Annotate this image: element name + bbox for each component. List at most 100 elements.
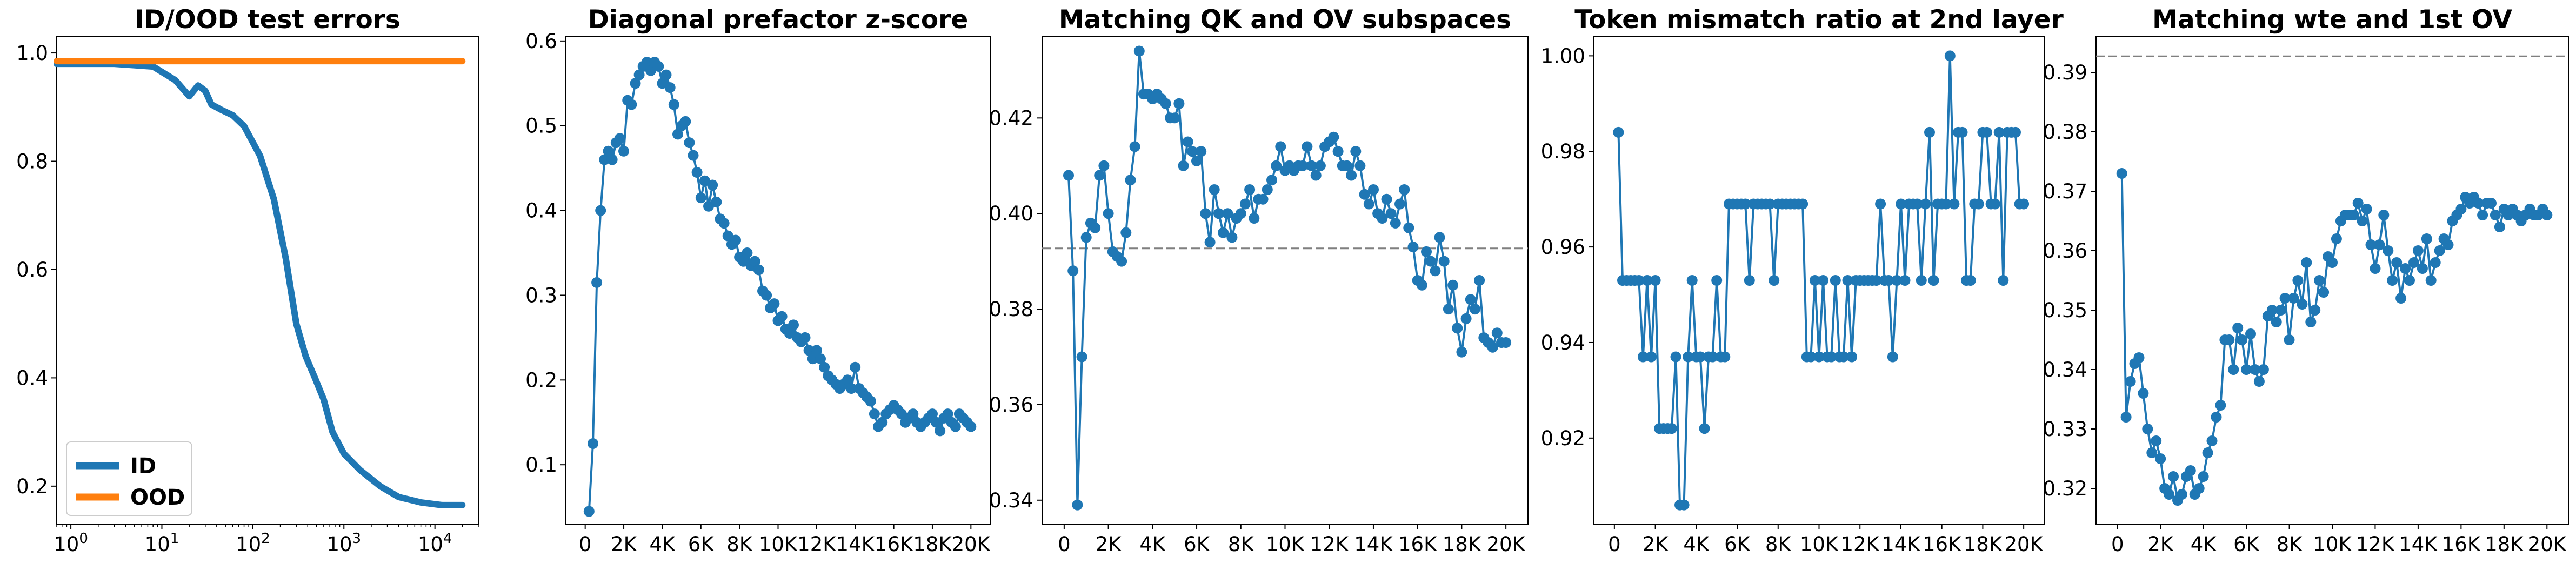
x-tick-label: 10K (1800, 533, 1839, 556)
data-point (595, 205, 606, 216)
data-point (1707, 351, 1718, 363)
data-point (1266, 175, 1277, 186)
data-point (707, 179, 718, 191)
data-point (815, 353, 826, 365)
series-line-id (54, 61, 466, 508)
x-tick-label: 18K (2485, 533, 2524, 556)
data-point (1080, 232, 1092, 243)
x-tick-label: 18K (1443, 533, 1482, 556)
data-point (1200, 208, 1211, 219)
data-point (1129, 141, 1140, 152)
data-point (1813, 351, 1825, 363)
data-point (1191, 155, 1202, 166)
data-point (1222, 208, 1233, 219)
data-point (761, 290, 772, 301)
data-point (691, 167, 703, 178)
data-point (1306, 160, 1317, 171)
data-point (2284, 334, 2295, 345)
data-point (799, 332, 811, 343)
data-point (2417, 263, 2428, 274)
data-point (1076, 351, 1087, 363)
x-tick-label: 4K (650, 533, 677, 556)
x-tick-label: 100 (54, 531, 88, 556)
data-point (1399, 184, 1410, 195)
data-point (2297, 299, 2308, 310)
x-tick-label: 104 (418, 531, 452, 556)
x-tick-base: 10 (418, 533, 443, 556)
data-point (1694, 351, 1706, 363)
y-tick-label: 0.38 (2043, 120, 2087, 144)
data-point (2228, 364, 2239, 375)
data-point (1500, 337, 1512, 348)
data-point (2146, 447, 2158, 458)
x-tick-label: 4K (1139, 533, 1166, 556)
data-point (927, 408, 938, 420)
data-point (1899, 275, 1911, 286)
data-point (1896, 198, 1906, 210)
data-point (2250, 364, 2260, 375)
data-point (1103, 208, 1114, 219)
data-point (1430, 265, 1441, 277)
y-tick-label: 0.4 (16, 366, 48, 390)
y-tick-label: 0.34 (2043, 358, 2087, 381)
y-tick-label: 0.5 (525, 115, 557, 138)
data-point (942, 408, 953, 420)
data-point (2327, 257, 2338, 268)
x-tick-label: 20K (1486, 533, 1526, 556)
data-point (965, 421, 977, 432)
data-point (2404, 275, 2415, 286)
plot-frame (56, 36, 479, 525)
data-point (1990, 198, 2001, 210)
data-point (1981, 126, 1992, 138)
data-point (1328, 131, 1339, 143)
y-tick-label: 0.35 (2043, 299, 2087, 322)
x-tick-exponent: 3 (352, 531, 362, 547)
data-point (2142, 424, 2153, 434)
x-tick-exponent: 2 (261, 531, 270, 547)
x-tick-label: 16K (1923, 533, 1962, 556)
data-point (1120, 227, 1132, 238)
data-point (1275, 141, 1286, 152)
data-point (2425, 275, 2437, 286)
data-point (2224, 334, 2235, 345)
data-point (1769, 275, 1780, 286)
data-point (1740, 198, 1751, 210)
x-tick-base: 10 (236, 533, 261, 556)
data-point (1310, 170, 1322, 181)
data-point (2391, 257, 2403, 268)
data-point (684, 137, 695, 149)
data-point (1377, 213, 1388, 224)
x-tick-label: 6K (2233, 533, 2260, 556)
data-point (2455, 204, 2467, 214)
y-tick-label: 0.36 (989, 393, 1033, 417)
data-point (2116, 168, 2127, 179)
y-tick-label: 0.34 (989, 489, 1033, 512)
x-tick-label: 12K (2356, 533, 2395, 556)
data-point (2164, 489, 2175, 500)
x-tick-label: 20K (952, 533, 991, 556)
data-point (1883, 275, 1894, 286)
y-tick-label: 0.4 (525, 199, 557, 223)
data-point (769, 298, 780, 310)
data-point (1686, 275, 1698, 286)
data-point (1133, 45, 1145, 57)
data-point (2408, 257, 2419, 268)
data-point (718, 218, 730, 229)
x-tick-exponent: 4 (443, 531, 452, 547)
data-point (1491, 327, 1503, 339)
data-point (1213, 208, 1224, 219)
data-point (2215, 400, 2226, 411)
x-tick-label: 14K (836, 533, 876, 556)
data-point (2400, 263, 2411, 274)
data-point (1452, 323, 1463, 334)
x-tick-base: 10 (54, 533, 79, 556)
x-tick-label: 16K (1398, 533, 1438, 556)
y-tick-label: 0.32 (2043, 477, 2087, 500)
data-point (2198, 471, 2209, 482)
data-point (1226, 232, 1238, 243)
data-point (2430, 257, 2441, 268)
plot-frame (2095, 36, 2569, 525)
y-tick-label: 1.00 (1541, 44, 1585, 68)
data-point (1666, 423, 1677, 434)
